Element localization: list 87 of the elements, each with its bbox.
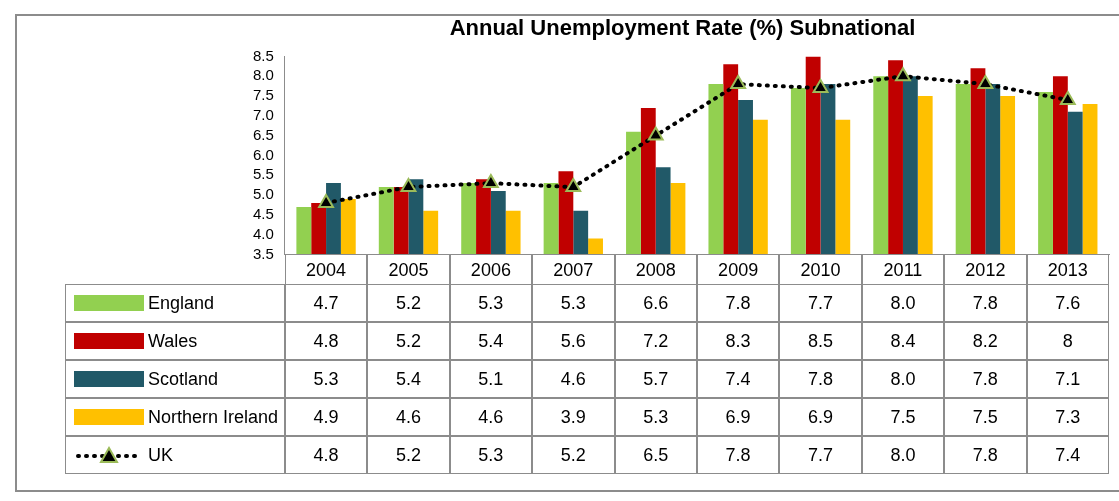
data-label: 8.0 <box>861 360 945 399</box>
data-label: 5.3 <box>614 398 697 437</box>
data-label: 5.7 <box>614 360 697 399</box>
legend-label: Northern Ireland <box>148 406 279 428</box>
y-tick-label: 5.0 <box>252 185 274 203</box>
point <box>647 126 664 141</box>
data-label: 3.9 <box>532 398 615 437</box>
x-tick-label: 2012 <box>965 260 1006 281</box>
data-label: 7.5 <box>944 398 1027 437</box>
x-tick-label: 2013 <box>1047 260 1088 281</box>
data-label: 7.5 <box>861 398 945 437</box>
data-label: 4.8 <box>284 436 368 475</box>
legend-label: England <box>148 292 215 314</box>
y-tick-label: 6.5 <box>252 125 274 143</box>
data-label: 8.3 <box>696 322 780 361</box>
point <box>318 193 334 208</box>
data-label: 6.9 <box>779 398 862 437</box>
data-label: 8.5 <box>779 322 862 361</box>
x-tick-label: 2005 <box>388 260 429 281</box>
data-label: 7.4 <box>1026 436 1109 475</box>
data-label: 5.3 <box>532 284 615 323</box>
data-label: 7.3 <box>1026 398 1109 437</box>
y-tick-label: 6.0 <box>252 145 274 163</box>
chart-title: Annual Unemployment Rate (%) Subnational <box>449 15 916 41</box>
data-label: 4.6 <box>367 398 450 437</box>
data-label: 5.1 <box>449 360 533 399</box>
point <box>977 75 994 90</box>
data-label: 6.5 <box>614 436 697 475</box>
data-label: 8.0 <box>861 436 945 475</box>
x-tick-label: 2007 <box>553 260 594 281</box>
data-label: 7.8 <box>944 436 1027 475</box>
data-label: 4.8 <box>284 322 368 361</box>
data-label: 4.7 <box>284 284 368 323</box>
x-tick-label: 2010 <box>800 260 841 281</box>
data-label: 5.4 <box>449 322 533 361</box>
point <box>565 178 582 193</box>
x-tick-label: 2008 <box>635 260 676 281</box>
data-label: 7.2 <box>614 322 697 361</box>
data-label: 5.3 <box>449 436 533 475</box>
legend-label: Wales <box>148 330 198 352</box>
y-tick-label: 4.0 <box>252 224 274 242</box>
data-label: 7.7 <box>779 284 862 323</box>
data-label: 5.2 <box>367 322 450 361</box>
y-tick-label: 3.5 <box>252 244 274 262</box>
data-label: 8.2 <box>944 322 1027 361</box>
legend-label: Scotland <box>148 368 219 390</box>
x-tick-label: 2009 <box>718 260 759 281</box>
y-tick-label: 8.5 <box>252 46 274 64</box>
data-label: 5.2 <box>367 284 450 323</box>
legend-label: UK <box>148 444 174 466</box>
data-label: 7.6 <box>1026 284 1109 323</box>
data-label: 8.0 <box>861 284 945 323</box>
point <box>730 75 747 90</box>
x-tick-label: 2004 <box>306 260 347 281</box>
data-label: 7.8 <box>944 284 1027 323</box>
data-label: 6.6 <box>614 284 697 323</box>
y-tick-label: 8.0 <box>252 66 274 84</box>
data-label: 5.4 <box>367 360 450 399</box>
data-label: 7.7 <box>779 436 862 475</box>
y-tick-label: 5.5 <box>252 165 274 183</box>
data-label: 5.3 <box>284 360 368 399</box>
data-label: 5.2 <box>367 436 450 475</box>
x-tick-label: 2006 <box>470 260 511 281</box>
data-label: 5.6 <box>532 322 615 361</box>
point <box>895 67 911 82</box>
data-label: 8.4 <box>861 322 945 361</box>
data-label: 7.4 <box>696 360 780 399</box>
data-label: 6.9 <box>696 398 780 437</box>
data-label: 7.8 <box>779 360 862 399</box>
y-tick-label: 7.5 <box>252 86 274 104</box>
y-tick-label: 4.5 <box>252 204 274 222</box>
data-label: 7.8 <box>696 436 780 475</box>
point <box>812 79 829 94</box>
data-label: 4.6 <box>532 360 615 399</box>
data-label: 4.6 <box>449 398 533 437</box>
data-label: 7.8 <box>944 360 1027 399</box>
data-label: 5.2 <box>532 436 615 475</box>
y-tick-label: 7.0 <box>252 105 274 123</box>
point <box>1059 90 1076 105</box>
data-label: 4.9 <box>284 398 368 437</box>
point <box>400 178 417 193</box>
data-label: 7.1 <box>1026 360 1109 399</box>
data-label: 7.8 <box>696 284 780 323</box>
point <box>482 174 499 189</box>
data-label: 8 <box>1026 322 1109 361</box>
data-label: 5.3 <box>449 284 533 323</box>
x-tick-label: 2011 <box>883 260 923 281</box>
